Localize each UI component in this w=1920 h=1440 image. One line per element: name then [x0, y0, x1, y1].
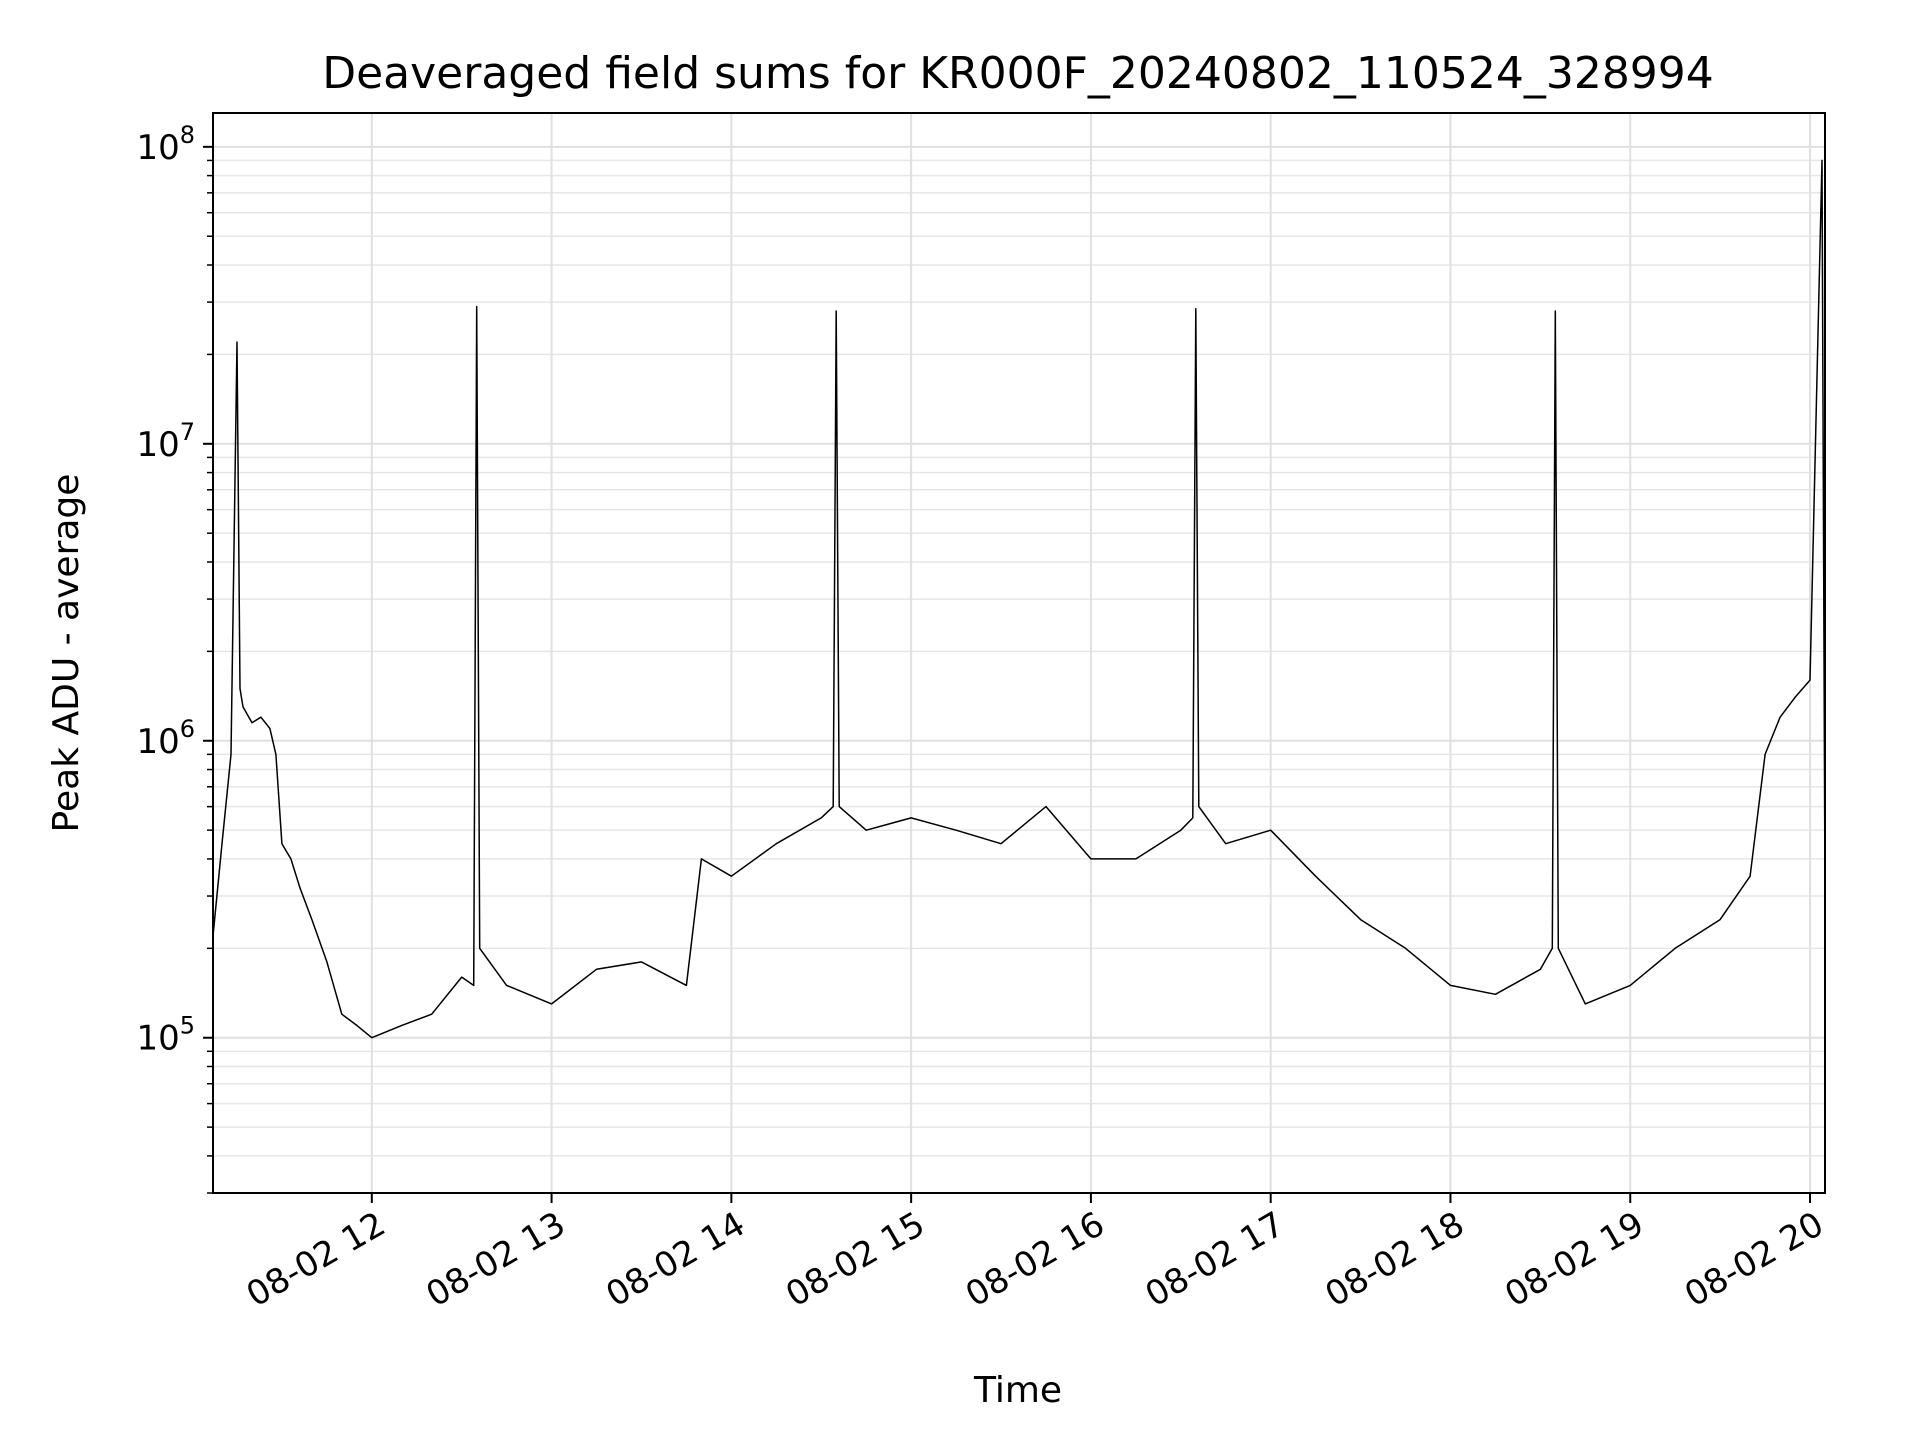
y-tick-label: 107 — [136, 418, 195, 465]
series-line — [212, 159, 1826, 1039]
y-axis: 105 106 107 108 — [136, 121, 213, 1194]
y-tick-label: 106 — [136, 715, 195, 762]
x-axis-label: Time — [973, 1370, 1062, 1411]
y-axis-label: Peak ADU - average — [46, 474, 87, 833]
plot-frame — [212, 112, 1826, 1194]
chart-title: Deaveraged field sums for KR000F_2024080… — [322, 48, 1714, 99]
y-tick-label: 105 — [136, 1012, 195, 1059]
series-layer — [212, 159, 1826, 1039]
y-tick-label: 108 — [136, 121, 195, 168]
